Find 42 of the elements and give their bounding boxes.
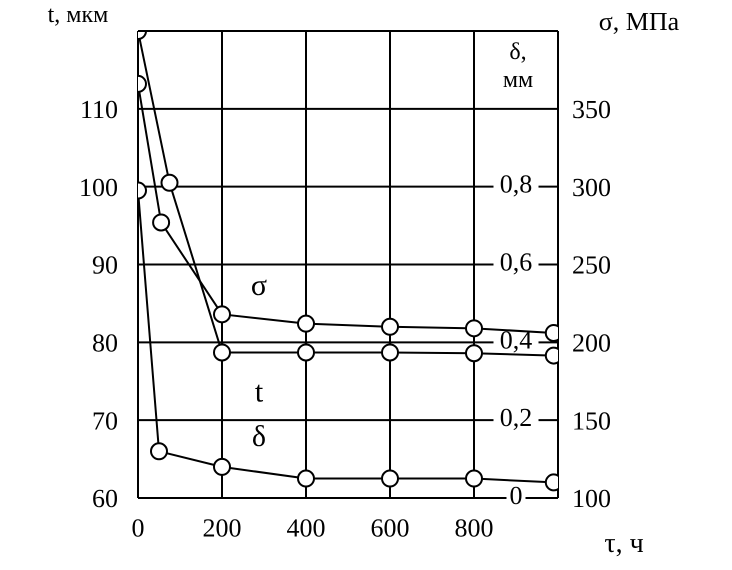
- point: [465, 470, 483, 488]
- y-tick-label: 100: [79, 172, 118, 202]
- point: [152, 213, 170, 232]
- point: [150, 442, 168, 460]
- y-tick-label: 70: [92, 406, 118, 436]
- y-tick-label: 80: [92, 328, 118, 358]
- x-tick-label: 200: [202, 513, 242, 542]
- y2-tick-label: 300: [572, 172, 611, 202]
- point: [297, 470, 315, 488]
- x-axis-title: τ, ч: [604, 528, 644, 559]
- point: [381, 318, 399, 336]
- point: [465, 319, 483, 338]
- point: [381, 343, 399, 362]
- x-tick-label: 400: [286, 513, 326, 542]
- series-label: t: [254, 375, 264, 408]
- series-label: σ: [250, 269, 268, 302]
- y-tick-label: 90: [92, 250, 118, 280]
- x-tick-label: 600: [370, 513, 410, 542]
- y2-tick-label: 100: [572, 484, 611, 514]
- point: [213, 458, 231, 476]
- y3-tick-label: 0,6: [500, 247, 532, 276]
- y3-tick-label: 0,2: [500, 403, 532, 432]
- point: [465, 344, 483, 362]
- point: [213, 305, 231, 324]
- point: [297, 343, 315, 362]
- series-label: δ: [252, 420, 266, 453]
- y3-tick-label: 0,8: [500, 170, 532, 199]
- y2-tick-label: 250: [572, 250, 611, 280]
- y-axis-title: t, мкм: [48, 2, 108, 28]
- y2-axis-title: σ, МПа: [598, 7, 680, 36]
- x-tick-label: 800: [454, 513, 494, 542]
- y-tick-label: 110: [80, 95, 118, 124]
- y3-axis-title: δ, мм: [502, 39, 534, 93]
- y2-tick-label: 150: [572, 406, 611, 436]
- y3-tick-label: 0: [510, 480, 522, 510]
- y-tick-label: 60: [92, 484, 118, 514]
- point: [381, 470, 399, 488]
- y2-tick-label: 350: [572, 95, 611, 124]
- x-tick-label: 0: [132, 513, 144, 542]
- y2-tick-label: 200: [572, 328, 611, 358]
- point: [297, 314, 315, 333]
- y3-tick-label: 0,4: [500, 325, 532, 354]
